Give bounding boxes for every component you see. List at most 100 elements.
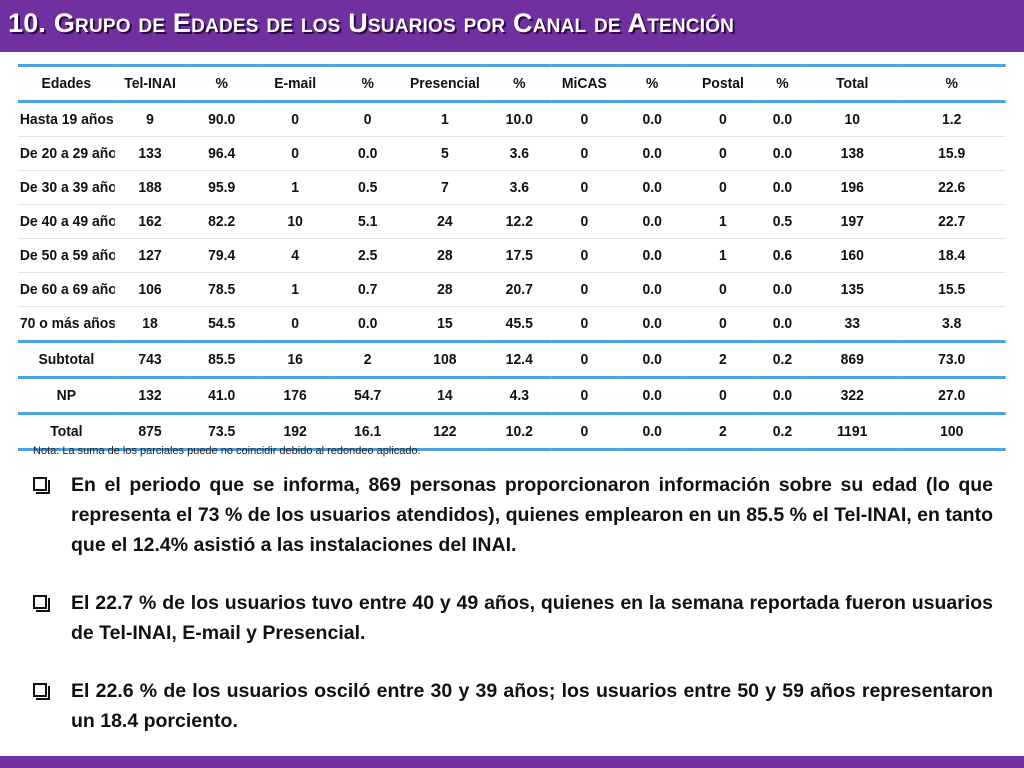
table-cell: 1 [719, 247, 727, 264]
table-cell: 4.3 [509, 387, 529, 404]
column-header: % [361, 75, 374, 92]
table-cell: 0.0 [772, 145, 793, 162]
row-label: Total [50, 423, 83, 440]
table-cell: 73.0 [938, 351, 966, 368]
column-header: % [646, 75, 659, 92]
table-cell: 10.0 [505, 111, 533, 128]
table-cell: 96.4 [208, 145, 236, 162]
table-cell: 869 [840, 351, 864, 368]
table-cell: 2 [719, 351, 727, 368]
table-cell: 2 [363, 351, 372, 368]
table-cell: 1 [291, 281, 300, 298]
row-label: De 60 a 69 años [19, 281, 115, 298]
table-cell: 17.5 [505, 247, 533, 264]
title-bar: 10. Grupo de Edades de los Usuarios por … [0, 0, 1024, 52]
table-cell: 0 [719, 179, 727, 196]
table-cell: 22.7 [938, 213, 966, 230]
bullet-text: El 22.7 % de los usuarios tuvo entre 40 … [71, 592, 993, 644]
table-cell: 0.0 [772, 387, 793, 404]
table-cell: 20.7 [505, 281, 533, 298]
table-cell: 0 [580, 111, 589, 128]
table-cell: 0 [580, 351, 589, 368]
table-cell: 0 [580, 315, 589, 332]
table-cell: 16.1 [354, 423, 382, 440]
table-cell: 15 [437, 315, 453, 332]
column-header: E-mail [274, 75, 317, 92]
table-cell: 162 [138, 213, 162, 230]
table-cell: 85.5 [208, 351, 236, 368]
table-cell: 0.0 [642, 281, 662, 298]
checkbox-bullet-icon [33, 477, 50, 494]
table-cell: 5 [440, 145, 449, 162]
slide-title: 10. Grupo de Edades de los Usuarios por … [8, 8, 735, 38]
table-cell: 79.4 [208, 247, 236, 264]
table-cell: 197 [840, 213, 864, 230]
table-cell: 0.5 [772, 213, 793, 230]
table-cell: 0.0 [772, 281, 793, 298]
np-row: NP 132 41.0 176 54.7 14 4.3 0 0.0 0 0.0 322 27.0 [18, 378, 1006, 414]
table-cell: 41.0 [208, 387, 236, 404]
table-cell: 0.0 [642, 213, 662, 230]
table-cell: 0 [719, 145, 727, 162]
column-header: % [945, 75, 958, 92]
column-header: Postal [702, 75, 744, 92]
table-cell: 875 [138, 423, 162, 440]
table-cell: 108 [433, 351, 457, 368]
table-cell: 0 [291, 111, 300, 128]
table-cell: 18 [142, 315, 158, 332]
table-cell: 188 [138, 179, 162, 196]
table-cell: 0 [363, 111, 372, 128]
table-cell: 7 [440, 179, 449, 196]
table-cell: 0 [580, 281, 589, 298]
table-cell: 0 [580, 387, 589, 404]
table-cell: 0.0 [772, 315, 793, 332]
table-cell: 78.5 [208, 281, 236, 298]
table-cell: 0 [291, 145, 300, 162]
table-cell: 10.2 [505, 423, 533, 440]
table-cell: 95.9 [208, 179, 236, 196]
table-cell: 2.5 [357, 247, 378, 264]
row-label: Subtotal [38, 351, 95, 368]
table-cell: 10 [844, 111, 860, 128]
table-cell: 82.2 [208, 213, 236, 230]
bullet-list: En el periodo que se informa, 869 person… [33, 470, 993, 764]
table-cell: 0.0 [642, 315, 662, 332]
table-row: De 60 a 69 años 106 78.5 1 0.7 28 20.7 0 0.0 0 0.0… [18, 273, 1006, 307]
table-cell: 4 [291, 247, 300, 264]
table-header-row: Edades Tel-INAI % E-mail % Presencial % … [18, 65, 1006, 102]
table-cell: 24 [437, 213, 453, 230]
table-cell: 1.2 [942, 111, 962, 128]
column-header: Presencial [409, 75, 480, 92]
table-cell: 27.0 [938, 387, 966, 404]
table-cell: 322 [840, 387, 864, 404]
table-row: De 50 a 59 años 127 79.4 4 2.5 28 17.5 0 0.0 1 0.6… [18, 239, 1006, 273]
table-cell: 1 [440, 111, 449, 128]
row-label: Hasta 19 años [19, 111, 114, 128]
table-cell: 160 [840, 247, 864, 264]
table-cell: 2 [719, 423, 727, 440]
table-cell: 0.7 [357, 281, 378, 298]
bullet-item: El 22.6 % de los usuarios osciló entre 3… [33, 676, 993, 736]
table-cell: 743 [138, 351, 162, 368]
table-cell: 0.0 [642, 111, 662, 128]
bullet-text: El 22.6 % de los usuarios osciló entre 3… [71, 680, 993, 732]
row-label: De 20 a 29 años [19, 145, 115, 162]
table-cell: 9 [146, 111, 154, 128]
subtotal-row: Subtotal 743 85.5 16 2 108 12.4 0 0.0 2 0.2 869 73.0 [18, 341, 1006, 378]
table-cell: 0.0 [642, 387, 662, 404]
table-cell: 132 [138, 387, 162, 404]
table-cell: 18.4 [938, 247, 966, 264]
age-channel-table: Edades Tel-INAI % E-mail % Presencial % … [18, 64, 1006, 451]
bullet-text: En el periodo que se informa, 869 person… [71, 474, 993, 556]
table-cell: 0 [719, 387, 727, 404]
table-row: De 30 a 39 años 188 95.9 1 0.5 7 3.6 0 0.0 0 0.0 19… [18, 171, 1006, 205]
table-cell: 54.7 [354, 387, 382, 404]
table-cell: 22.6 [938, 179, 966, 196]
table-cell: 14 [437, 387, 453, 404]
table-cell: 15.5 [938, 281, 966, 298]
table-cell: 0.0 [642, 179, 662, 196]
row-label: De 50 a 59 años [19, 247, 115, 264]
table-cell: 192 [283, 423, 307, 440]
table-cell: 0.2 [772, 423, 793, 440]
table-cell: 176 [283, 387, 307, 404]
